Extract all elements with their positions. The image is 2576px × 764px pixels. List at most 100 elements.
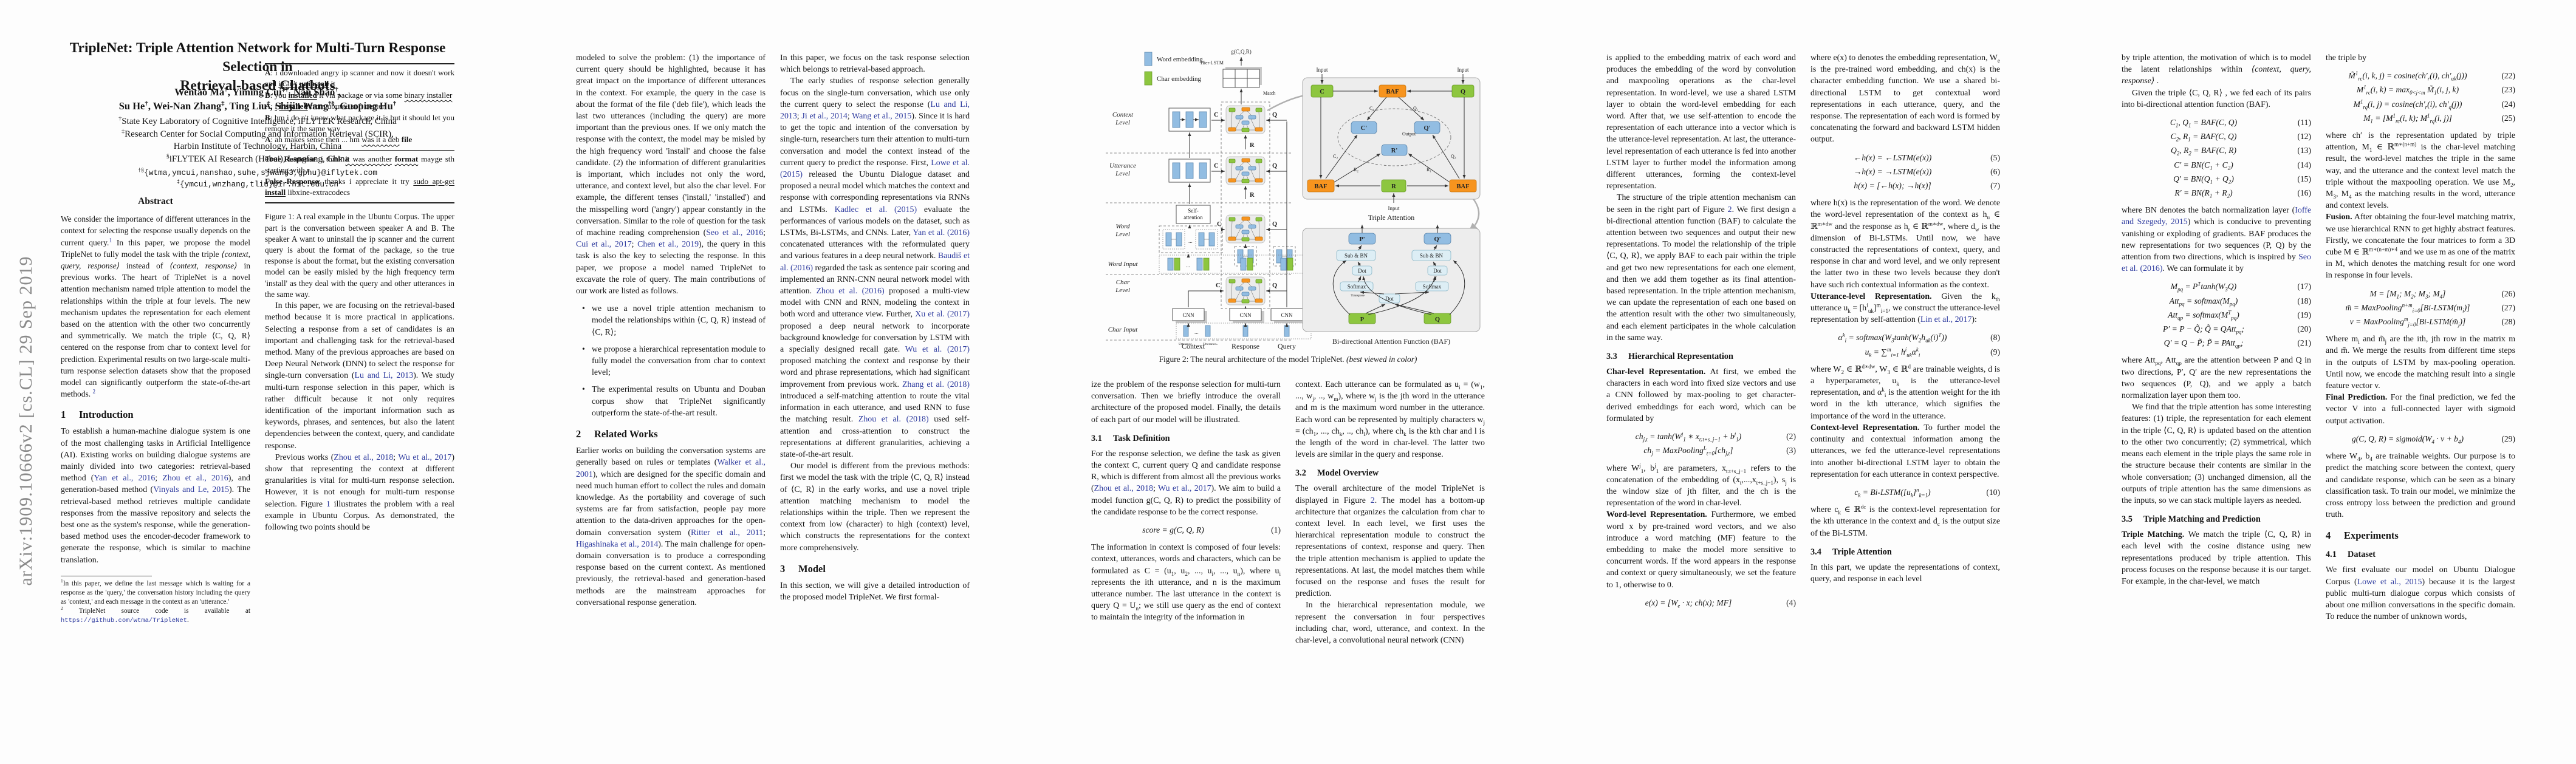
svg-text:Word: Word bbox=[1115, 223, 1130, 230]
citation-link[interactable]: Lowe et al. (2015) bbox=[780, 158, 970, 180]
svg-text:Q₁: Q₁ bbox=[1413, 106, 1419, 111]
citation-link[interactable]: Zhang et al. (2018) bbox=[902, 380, 970, 389]
equation-number: (26) bbox=[2501, 288, 2515, 298]
email-line: ‡{ymcui,wnzhang,tliu}@ir.hit.edu.cn bbox=[176, 179, 339, 189]
citation-link[interactable]: Wang et al., 2015 bbox=[852, 112, 912, 121]
citation-link[interactable]: Zhou et al. (2016) bbox=[816, 287, 885, 296]
subsection-heading: 3.5 Triple Matching and Prediction bbox=[2122, 514, 2261, 525]
svg-text:C: C bbox=[1320, 89, 1324, 95]
arxiv-watermark: arXiv:1909.10666v2 [cs.CL] 29 Sep 2019 bbox=[16, 256, 36, 586]
svg-text:R': R' bbox=[1391, 148, 1398, 154]
citation-link[interactable]: Zhou et al., 2018 bbox=[1094, 484, 1153, 494]
svg-text:Level: Level bbox=[1115, 287, 1130, 294]
svg-text:R₂: R₂ bbox=[1354, 167, 1358, 172]
svg-text:BAF: BAF bbox=[1386, 89, 1399, 95]
svg-text:Q: Q bbox=[1461, 89, 1465, 95]
citation-link[interactable]: Xu et al. (2017) bbox=[915, 310, 970, 319]
paragraph: Where mi and m̃j are the ith, jth row in… bbox=[2326, 335, 2515, 391]
citation-link[interactable]: Seo et al., 2016 bbox=[706, 228, 764, 238]
paragraph: For the response selection, we define th… bbox=[1091, 449, 1281, 517]
citation-link[interactable]: Lu and Li, 2013 bbox=[780, 100, 970, 121]
citation-link[interactable]: Zhou et al. (2018) bbox=[858, 415, 929, 425]
equation-block: ←h(x) = ←LSTM(e(x)) (5) →h(x) = →LSTM(e(x)… bbox=[1810, 152, 2000, 192]
paragraph: Given the triple ⟨C, Q, R⟩ , we fed each… bbox=[2122, 88, 2311, 109]
citation-link[interactable]: 1 bbox=[109, 237, 112, 244]
citation-link[interactable]: Wu et al., 2017 bbox=[398, 452, 452, 462]
citation-link[interactable]: 2 bbox=[1370, 496, 1375, 505]
svg-text:C: C bbox=[1216, 282, 1221, 289]
citation-link[interactable]: Seo et al. (2016) bbox=[2122, 253, 2311, 274]
paragraph: Word-level Representation. Furthermore, … bbox=[1606, 510, 1796, 590]
paragraph: Fusion. After obtaining the four-level m… bbox=[2326, 213, 2515, 281]
equation-number: (6) bbox=[1990, 166, 2000, 176]
equation-number: (27) bbox=[2501, 302, 2515, 312]
baf-title: Bi-directional Attention Function (BAF) bbox=[1332, 337, 1450, 346]
equation-number: (20) bbox=[2297, 324, 2311, 334]
bullet-item: • we propose a hierarchical representatio… bbox=[582, 344, 766, 378]
equation-number: (13) bbox=[2297, 146, 2311, 155]
citation-link[interactable]: 2 bbox=[92, 388, 95, 395]
citation-link[interactable]: Ioffe and Szegedy, 2015 bbox=[2122, 206, 2311, 227]
svg-text:Level: Level bbox=[1115, 170, 1130, 177]
svg-text:Char Input: Char Input bbox=[1108, 326, 1139, 333]
paragraph: The overall architecture of the model Tr… bbox=[1295, 484, 1485, 599]
svg-text:Q₂: Q₂ bbox=[1451, 154, 1456, 159]
equation-number: (16) bbox=[2297, 188, 2311, 198]
svg-text:BAF: BAF bbox=[1457, 183, 1470, 190]
paragraph: The early studies of response selection … bbox=[780, 77, 970, 459]
paragraph: where W4, b4 are trainable weights. Our … bbox=[2326, 452, 2516, 520]
citation-link[interactable]: Ji et al., 2014 bbox=[801, 112, 848, 121]
citation-link[interactable]: Wu et al., 2017 bbox=[1158, 484, 1211, 494]
svg-text:attention: attention bbox=[1184, 214, 1203, 220]
citation-link[interactable]: Higashinaka et al., 2014 bbox=[576, 539, 659, 549]
citation-link[interactable]: Kadlec et al. (2015) bbox=[834, 205, 917, 214]
citation-link[interactable]: Cui et al., 2017 bbox=[576, 240, 632, 250]
svg-text:Softmax: Softmax bbox=[1348, 284, 1366, 290]
citation-link[interactable]: Lowe et al., 2015 bbox=[2357, 577, 2422, 587]
equation-block: g(C, Q, R) = sigmoid(W4 · v + b4) (29) bbox=[2351, 434, 2515, 445]
equation-number: (4) bbox=[1786, 598, 1796, 607]
dialog-line: A: ah makes sense then ... hm was it a d… bbox=[265, 135, 413, 145]
citation-link[interactable]: Zhou et al., 2016 bbox=[162, 474, 228, 483]
citation-link[interactable]: Yan et al., 2016 bbox=[94, 474, 156, 483]
citation-link[interactable]: Lu and Li, 2013 bbox=[354, 371, 414, 381]
citation-link[interactable]: Yan et al. (2016) bbox=[913, 228, 970, 238]
footnote: 1In this paper, we define the last messa… bbox=[61, 578, 250, 605]
figure2-legend: Word embedding Char embedding bbox=[1144, 52, 1203, 86]
equation-block: e(x) = [We · x; ch(x); MF] (4) bbox=[1645, 598, 1796, 609]
context-level-representation bbox=[1168, 107, 1211, 132]
equation-block: chj,t = tanh(Wj1 ∗ xt:t+s_j−1 + bj1) (2) c… bbox=[1635, 431, 1796, 457]
citation-link[interactable]: Lin et al., 2017 bbox=[1920, 315, 1972, 325]
equation-number: (29) bbox=[2501, 434, 2515, 443]
paragraph: where W2 ∈ ℝd∗dw, W3 ∈ ℝd are trainable … bbox=[1810, 363, 2001, 421]
paragraph: Utterance-level Representation. Given th… bbox=[1810, 292, 2000, 325]
equation-number: (21) bbox=[2297, 338, 2311, 348]
citation-link[interactable]: Chen et al., 2019 bbox=[637, 240, 699, 250]
context-column-label: Context bbox=[1182, 342, 1205, 350]
citation-link[interactable]: Wu et al. (2017) bbox=[905, 345, 970, 355]
citation-link[interactable]: Walker et al., 2001 bbox=[576, 458, 766, 479]
citation-link[interactable]: https://github.com/wtma/TripleNet bbox=[61, 616, 187, 624]
citation-link[interactable]: Vinyals and Le, 2015 bbox=[153, 485, 230, 495]
response-line: False Response: thanks i appreciate it t… bbox=[265, 176, 454, 197]
citation-link[interactable]: 2 bbox=[1727, 205, 1732, 214]
svg-text:R₁: R₁ bbox=[1427, 167, 1431, 172]
equation-number: (5) bbox=[1990, 152, 2000, 162]
paragraph: where e(x) to denotes the embedding repr… bbox=[1810, 53, 2000, 145]
email-line: †§{wtma,ymcui,nanshao,suhe,sjwang3,gphu}… bbox=[137, 167, 378, 177]
equation-number: (25) bbox=[2501, 113, 2515, 123]
citation-link[interactable]: Zhou et al., 2018 bbox=[334, 452, 394, 462]
section-heading: 4 Experiments bbox=[2326, 530, 2399, 542]
equation-number: (1) bbox=[1271, 525, 1281, 535]
svg-text:C: C bbox=[1214, 112, 1219, 118]
citation-link[interactable]: 1 bbox=[326, 499, 331, 509]
figure1-example-box: A: i downloaded angry ip scanner and now… bbox=[265, 63, 454, 204]
svg-text:BAF: BAF bbox=[1315, 183, 1327, 190]
paragraph: where Attpq, Attqp are the attention bet… bbox=[2122, 356, 2311, 401]
title-line-2: Retrieval-based Chatbots bbox=[180, 78, 335, 94]
equation-block: Mpq = PTtanh(W3Q) (17) Attpq = softmax(Mpq… bbox=[2163, 281, 2311, 349]
affiliation-line: †State Key Laboratory of Cognitive Intel… bbox=[118, 115, 397, 126]
citation-link[interactable]: Baudiš et al. (2016) bbox=[780, 251, 970, 273]
equation-block: score = g(C, Q, R) (1) bbox=[1091, 524, 1281, 536]
citation-link[interactable]: Ritter et al., 2011 bbox=[691, 528, 764, 537]
